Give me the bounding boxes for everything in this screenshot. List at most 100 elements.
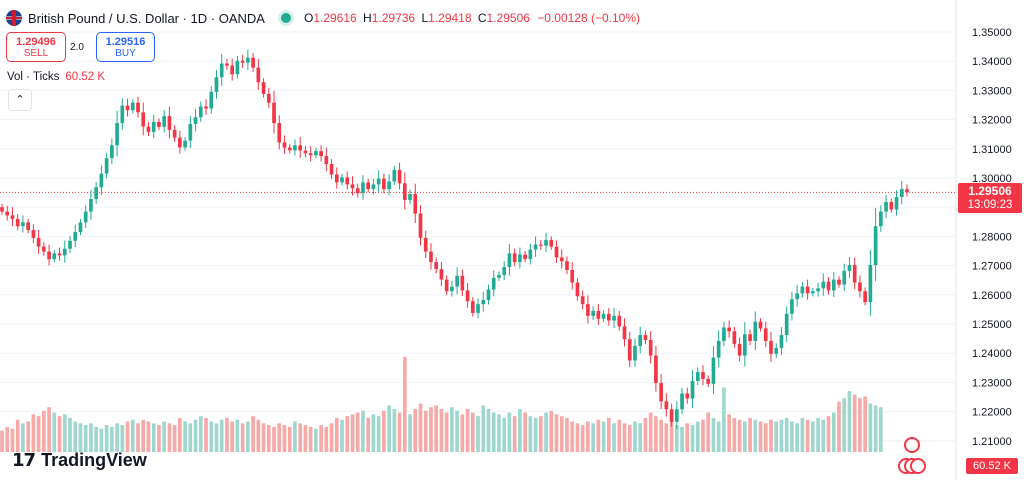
candle-body <box>716 340 721 358</box>
candle-body <box>758 321 763 329</box>
candle-body <box>293 145 297 151</box>
volume-bar <box>413 408 418 452</box>
volume-bar <box>214 423 219 452</box>
candle-body <box>659 382 663 402</box>
candle-body <box>83 211 88 223</box>
tradingview-logo-text: TradingView <box>41 450 147 470</box>
candle-body <box>120 105 125 124</box>
volume-bar <box>167 423 172 452</box>
volume-bar <box>89 423 93 452</box>
candle-body <box>219 63 224 78</box>
candle-body <box>89 199 93 212</box>
volume-bar <box>523 412 527 452</box>
volume-bar <box>753 419 758 452</box>
volume-bar <box>470 412 475 452</box>
candle-body <box>470 301 475 313</box>
buy-button[interactable]: 1.29516 BUY <box>96 32 155 62</box>
candle-body <box>73 232 78 241</box>
volume-bar <box>816 417 820 452</box>
candle-body <box>654 355 658 383</box>
candle-body <box>894 196 899 210</box>
volume-bar <box>329 423 334 452</box>
tradingview-logo[interactable]: 17 TradingView <box>12 450 147 471</box>
last-price-label: 1.29506 13:09:23 <box>958 183 1022 213</box>
candle-body <box>141 112 146 127</box>
volume-bar <box>601 421 606 452</box>
volume-bar <box>486 408 491 452</box>
candle-body <box>523 254 527 260</box>
candle-body <box>538 244 543 246</box>
sell-label: SELL <box>23 48 49 59</box>
volume-bar <box>104 425 109 452</box>
volume-bar <box>680 426 684 452</box>
candle-body <box>340 177 344 183</box>
candle-body <box>42 246 46 252</box>
candle-body <box>110 145 114 159</box>
candle-body <box>125 105 130 111</box>
candle-body <box>638 335 643 346</box>
volume-bar <box>465 408 470 452</box>
volume-bar <box>847 391 852 452</box>
volume-bar <box>277 423 282 452</box>
candle-body <box>68 240 72 249</box>
spread-value: 2.0 <box>70 42 84 53</box>
volume-bar <box>136 423 140 452</box>
candle-body <box>518 254 522 263</box>
volume-bar <box>549 410 554 452</box>
volume-bar <box>183 421 187 452</box>
volume-bar <box>314 428 318 452</box>
volume-bar <box>863 396 867 452</box>
high-value: 1.29736 <box>371 11 416 25</box>
uk-event-icon[interactable] <box>904 437 920 453</box>
collapse-legend-button[interactable]: ⌃ <box>8 89 32 111</box>
candle-body <box>366 182 371 190</box>
candle-body <box>811 291 815 294</box>
volume-bar <box>633 421 637 452</box>
candle-body <box>298 145 303 151</box>
volume-bar <box>507 412 512 452</box>
candle-body <box>790 299 794 314</box>
volume-bar <box>622 423 627 452</box>
candle-body <box>256 67 261 83</box>
candle-body <box>549 239 554 247</box>
candle-body <box>214 77 219 92</box>
volume-bar <box>722 387 726 452</box>
candle-body <box>282 142 287 148</box>
candle-body <box>387 181 391 190</box>
candle-body <box>643 335 648 341</box>
candle-body <box>371 184 376 190</box>
candle-body <box>303 150 308 154</box>
candle-body <box>434 262 439 270</box>
volume-bar <box>324 426 329 452</box>
buy-label: BUY <box>115 48 136 59</box>
symbol-title[interactable]: British Pound / U.S. Dollar · 1D · OANDA <box>28 10 265 26</box>
volume-bar <box>47 407 51 452</box>
candle-body <box>502 267 507 275</box>
volume-bar <box>110 426 114 452</box>
candle-body <box>690 380 695 399</box>
volume-bar <box>790 421 794 452</box>
candle-body <box>763 328 768 341</box>
volume-bar <box>811 421 815 452</box>
candle-body <box>376 178 381 185</box>
volume-legend[interactable]: Vol · Ticks 60.52 K <box>7 71 105 83</box>
price-axis[interactable]: 1.35000 1.34000 1.33000 1.32000 1.31000 1.300… <box>955 0 1012 480</box>
gbp-usd-flag-icon <box>6 10 22 26</box>
candle-body <box>167 116 172 130</box>
volume-bar <box>15 419 20 452</box>
candle-body <box>680 393 684 410</box>
volume-bar <box>99 428 104 452</box>
us-event-icon-3[interactable] <box>910 458 926 474</box>
volume-bar <box>418 403 423 452</box>
candle-body <box>240 60 245 63</box>
volume-bar <box>188 423 193 452</box>
candle-body <box>94 187 98 200</box>
candle-body <box>664 401 669 410</box>
price-tick-label: 1.32000 <box>972 115 1012 127</box>
tradingview-logo-mark: 17 <box>12 450 36 471</box>
candle-body <box>397 169 402 184</box>
sell-button[interactable]: 1.29496 SELL <box>6 32 66 62</box>
candle-body <box>554 246 559 258</box>
volume-bar <box>586 421 590 452</box>
